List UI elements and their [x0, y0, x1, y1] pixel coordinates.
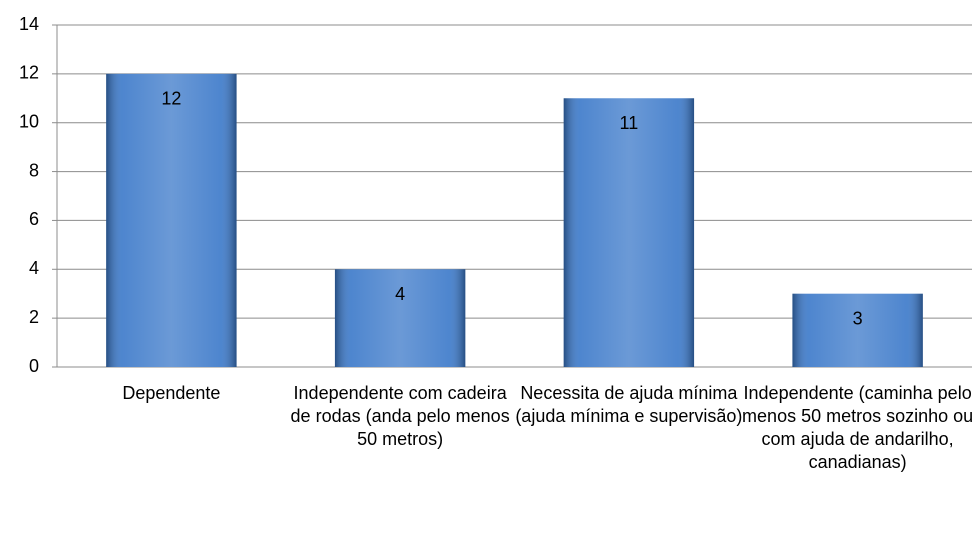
y-tick-label: 2	[29, 307, 39, 327]
y-tick-label: 14	[19, 14, 39, 34]
x-tick-label: Independente (caminha pelo menos 50 metr…	[742, 383, 974, 472]
y-tick-label: 6	[29, 209, 39, 229]
y-tick-label: 8	[29, 160, 39, 180]
data-label: 3	[853, 308, 863, 328]
data-label: 12	[161, 89, 181, 109]
x-tick-label: Dependente	[122, 383, 221, 403]
y-tick-label: 12	[19, 63, 39, 83]
bar-shine	[334, 269, 466, 367]
bar-shine	[106, 73, 237, 367]
y-tick-label: 0	[29, 356, 39, 376]
y-tick-label: 10	[19, 111, 39, 131]
bar-shine	[792, 293, 923, 367]
data-label: 11	[620, 113, 639, 133]
data-label: 4	[395, 284, 405, 304]
bar-shine	[563, 98, 695, 368]
x-tick-label: Necessita de ajuda mínima (ajuda mínima …	[515, 383, 743, 426]
x-tick-label: Independente com cadeira de rodas (anda …	[290, 383, 510, 449]
y-tick-label: 4	[29, 258, 39, 278]
